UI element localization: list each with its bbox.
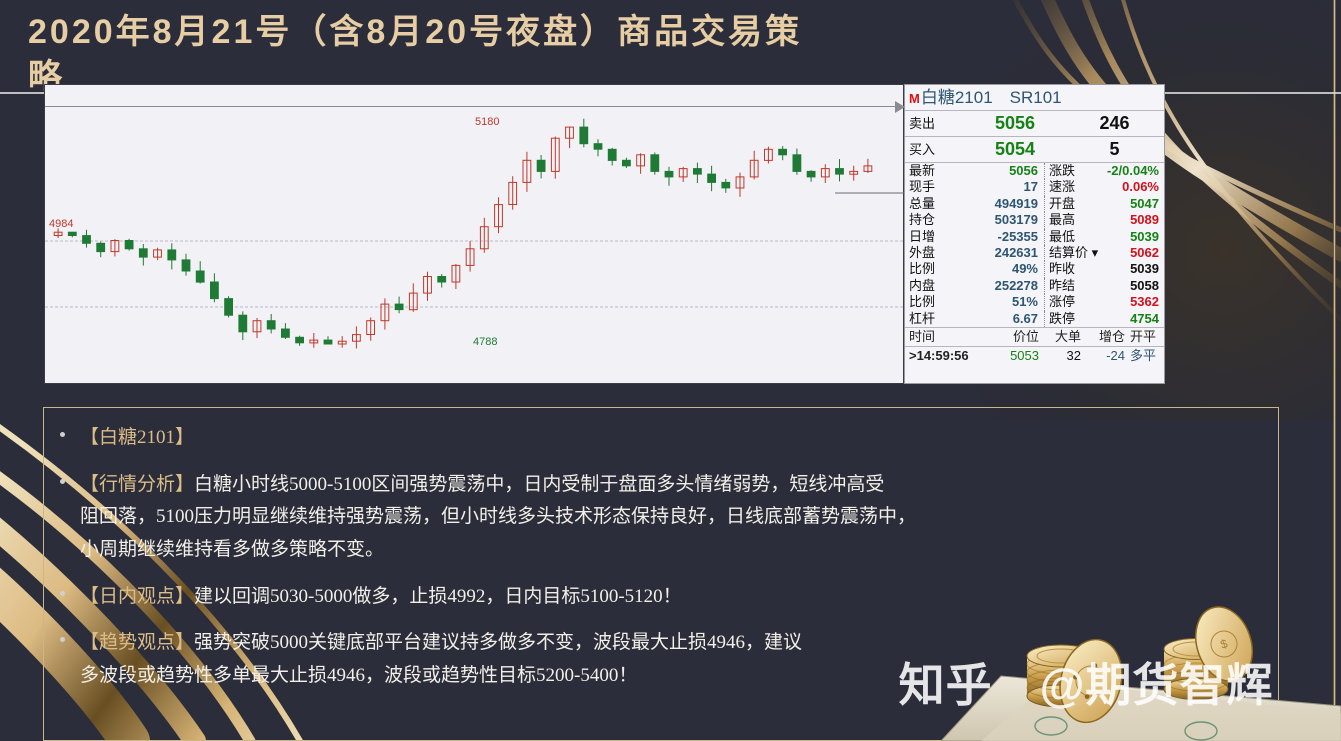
svg-text:5180: 5180 xyxy=(475,116,499,128)
svg-text:4788: 4788 xyxy=(473,336,497,348)
svg-text:4984: 4984 xyxy=(49,218,73,230)
